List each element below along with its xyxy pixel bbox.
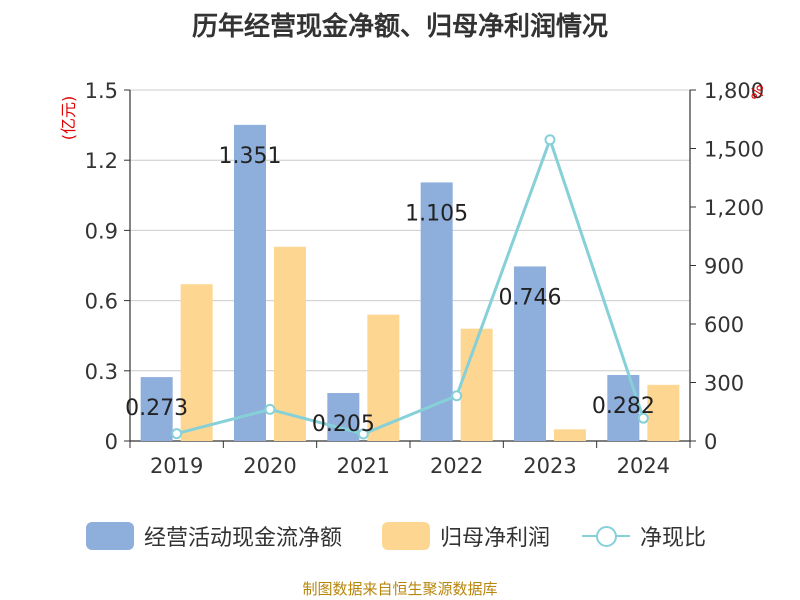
- bar-cash-flow: [234, 124, 266, 441]
- y-right-tick-label: 1,200: [704, 196, 764, 220]
- x-tick-label: 2019: [150, 454, 203, 478]
- data-label-cash-flow: 1.105: [405, 201, 468, 226]
- y-right-tick-label: 0: [704, 430, 717, 454]
- x-tick-label: 2024: [617, 454, 670, 478]
- bar-net-profit: [180, 284, 213, 441]
- legend-label-cash-flow: 经营活动现金流净额: [144, 526, 343, 551]
- point-net-ratio: [451, 390, 463, 402]
- data-label-cash-flow: 1.351: [219, 144, 282, 169]
- bar-cash-flow: [514, 266, 546, 441]
- legend-item-net-ratio[interactable]: 净现比: [582, 516, 706, 556]
- y-left-tick-label: 0.9: [85, 219, 118, 243]
- y-right-tick-label: 1,500: [704, 138, 764, 162]
- y-left-tick-label: 0.6: [85, 290, 118, 314]
- source-note: 制图数据来自恒生聚源数据库: [302, 580, 498, 598]
- legend-item-cash-flow[interactable]: 经营活动现金流净额: [86, 516, 342, 556]
- legend-label-net-profit: 归母净利润: [440, 526, 551, 551]
- data-label-cash-flow: 0.273: [125, 396, 188, 421]
- legend: 经营活动现金流净额 归母净利润 净现比: [0, 516, 800, 556]
- y-right-tick-label: 300: [704, 372, 744, 396]
- legend-item-net-profit[interactable]: 归母净利润: [382, 516, 550, 556]
- point-net-ratio: [264, 403, 276, 415]
- y-right-tick-label: 1,800: [704, 79, 764, 103]
- bar-net-profit: [647, 384, 680, 441]
- x-tick-label: 2020: [243, 454, 296, 478]
- bar-cash-flow: [140, 377, 173, 441]
- bar-net-profit: [554, 429, 586, 441]
- y-left-tick-label: 1.5: [85, 79, 118, 103]
- x-tick-label: 2022: [430, 454, 483, 478]
- legend-swatch-net-ratio: [582, 522, 630, 550]
- y-left-tick-label: 1.2: [85, 149, 118, 173]
- y-left-unit: (亿元): [59, 96, 78, 141]
- line-net-ratio: [176, 135, 645, 436]
- point-net-ratio: [357, 428, 369, 440]
- legend-swatch-net-profit: [382, 522, 430, 550]
- point-net-ratio: [544, 134, 556, 146]
- chart-title: 历年经营现金净额、归母净利润情况: [191, 12, 608, 42]
- x-tick-label: 2023: [523, 454, 576, 478]
- x-tick-label: 2021: [337, 454, 390, 478]
- data-label-cash-flow: 0.282: [592, 394, 655, 419]
- legend-label-net-ratio: 净现比: [640, 526, 707, 551]
- point-net-ratio: [171, 428, 183, 440]
- y-right-tick-label: 900: [704, 255, 744, 279]
- data-label-cash-flow: 0.205: [312, 412, 375, 437]
- data-label-cash-flow: 0.746: [499, 285, 562, 310]
- y-left-tick-label: 0.3: [85, 360, 118, 384]
- bar-net-profit: [460, 328, 493, 441]
- point-net-ratio: [637, 412, 649, 424]
- y-right-tick-label: 600: [704, 313, 744, 337]
- y-right-unit: %: [748, 84, 767, 99]
- bar-net-profit: [274, 246, 306, 441]
- legend-swatch-cash-flow: [86, 522, 134, 550]
- bar-cash-flow: [420, 182, 453, 441]
- y-left-tick-label: 0: [105, 430, 118, 454]
